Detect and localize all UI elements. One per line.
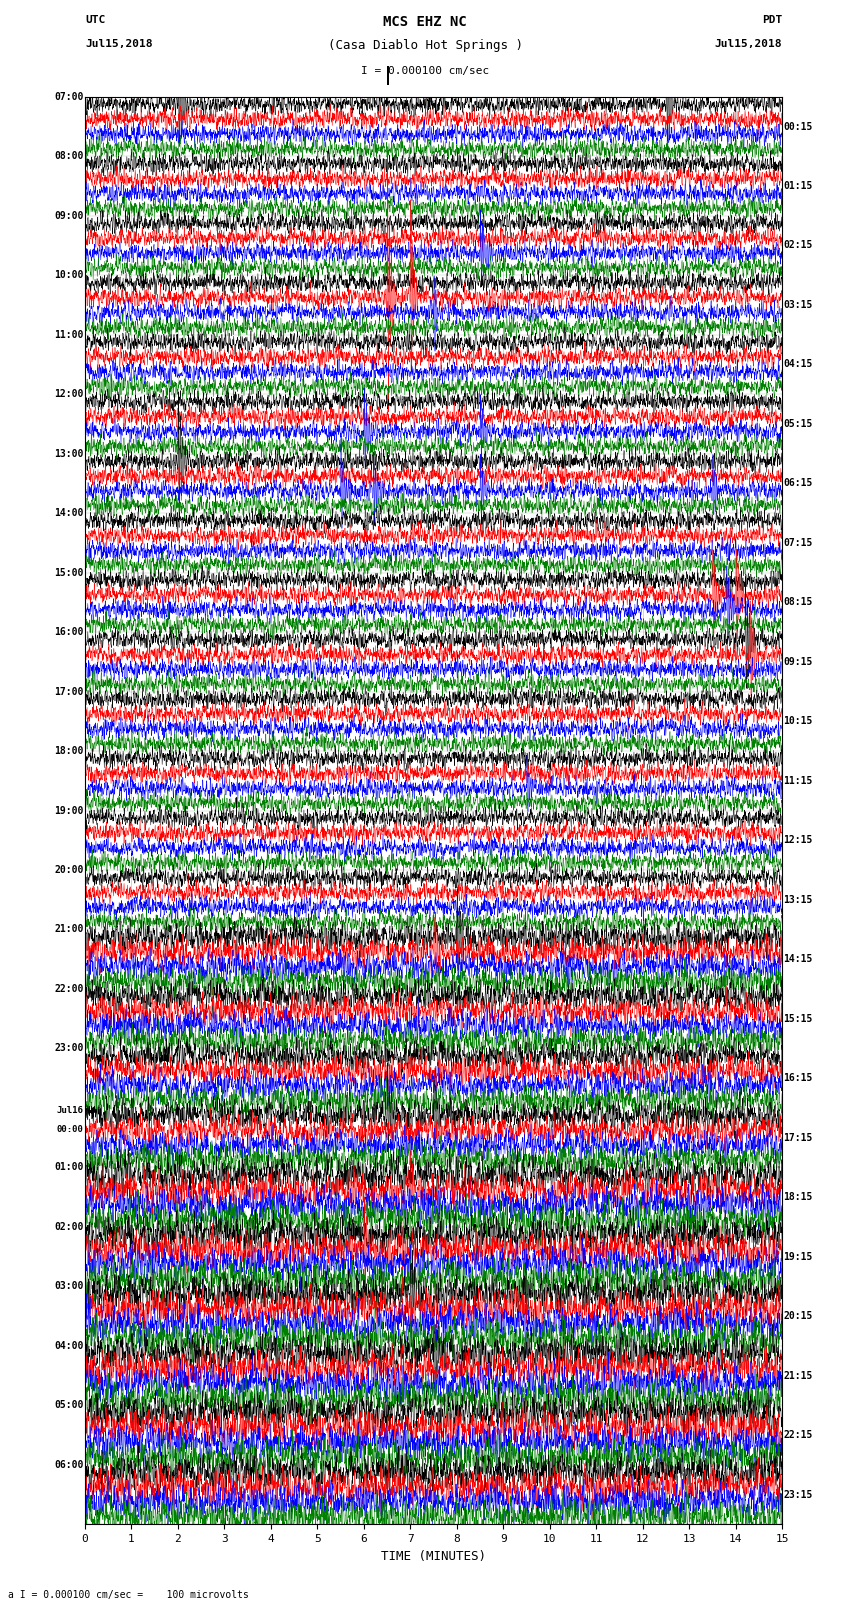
Text: 20:00: 20:00 — [54, 865, 83, 874]
Text: I = 0.000100 cm/sec: I = 0.000100 cm/sec — [361, 66, 489, 76]
Text: 14:00: 14:00 — [54, 508, 83, 518]
Text: 08:00: 08:00 — [54, 152, 83, 161]
Text: 16:15: 16:15 — [784, 1073, 813, 1084]
Text: 13:15: 13:15 — [784, 895, 813, 905]
Text: 05:00: 05:00 — [54, 1400, 83, 1410]
Text: 19:15: 19:15 — [784, 1252, 813, 1261]
Text: 15:00: 15:00 — [54, 568, 83, 577]
Text: 07:00: 07:00 — [54, 92, 83, 102]
Text: 08:15: 08:15 — [784, 597, 813, 608]
Text: 06:00: 06:00 — [54, 1460, 83, 1469]
Text: 05:15: 05:15 — [784, 419, 813, 429]
Text: 14:15: 14:15 — [784, 955, 813, 965]
Text: 04:00: 04:00 — [54, 1340, 83, 1350]
Text: PDT: PDT — [762, 15, 782, 24]
Text: Jul16: Jul16 — [57, 1107, 83, 1115]
Text: 03:00: 03:00 — [54, 1281, 83, 1292]
Text: 16:00: 16:00 — [54, 627, 83, 637]
Text: 01:15: 01:15 — [784, 181, 813, 190]
Text: a I = 0.000100 cm/sec =    100 microvolts: a I = 0.000100 cm/sec = 100 microvolts — [8, 1590, 249, 1600]
Text: 11:15: 11:15 — [784, 776, 813, 786]
Text: 11:00: 11:00 — [54, 329, 83, 340]
Text: 17:15: 17:15 — [784, 1132, 813, 1142]
Text: MCS EHZ NC: MCS EHZ NC — [383, 15, 467, 29]
Text: 19:00: 19:00 — [54, 805, 83, 816]
Text: 09:00: 09:00 — [54, 211, 83, 221]
Text: 22:15: 22:15 — [784, 1431, 813, 1440]
Text: 10:15: 10:15 — [784, 716, 813, 726]
Text: 02:00: 02:00 — [54, 1223, 83, 1232]
Text: 12:00: 12:00 — [54, 389, 83, 398]
Text: Jul15,2018: Jul15,2018 — [715, 39, 782, 48]
Text: Jul15,2018: Jul15,2018 — [85, 39, 152, 48]
Text: 21:00: 21:00 — [54, 924, 83, 934]
Text: 12:15: 12:15 — [784, 836, 813, 845]
Text: 10:00: 10:00 — [54, 271, 83, 281]
Text: 04:15: 04:15 — [784, 360, 813, 369]
Text: 22:00: 22:00 — [54, 984, 83, 994]
Text: UTC: UTC — [85, 15, 105, 24]
X-axis label: TIME (MINUTES): TIME (MINUTES) — [381, 1550, 486, 1563]
Text: 01:00: 01:00 — [54, 1163, 83, 1173]
Text: 21:15: 21:15 — [784, 1371, 813, 1381]
Text: 13:00: 13:00 — [54, 448, 83, 458]
Text: 06:15: 06:15 — [784, 479, 813, 489]
Text: 00:00: 00:00 — [57, 1115, 83, 1134]
Text: 23:15: 23:15 — [784, 1489, 813, 1500]
Text: 17:00: 17:00 — [54, 687, 83, 697]
Text: 07:15: 07:15 — [784, 537, 813, 548]
Text: 02:15: 02:15 — [784, 240, 813, 250]
Text: 15:15: 15:15 — [784, 1013, 813, 1024]
Text: (Casa Diablo Hot Springs ): (Casa Diablo Hot Springs ) — [327, 39, 523, 52]
Text: 09:15: 09:15 — [784, 656, 813, 666]
Text: 18:15: 18:15 — [784, 1192, 813, 1202]
Text: 03:15: 03:15 — [784, 300, 813, 310]
Text: 23:00: 23:00 — [54, 1044, 83, 1053]
Text: 00:15: 00:15 — [784, 121, 813, 132]
Text: 18:00: 18:00 — [54, 747, 83, 756]
Text: 20:15: 20:15 — [784, 1311, 813, 1321]
